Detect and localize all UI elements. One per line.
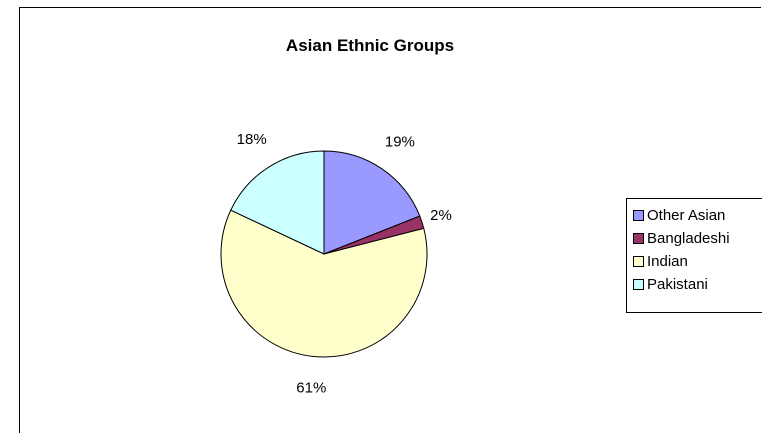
data-label-pakistani: 18%: [237, 131, 267, 148]
data-label-other-asian: 19%: [385, 133, 415, 150]
pie-slice-indian: [220, 209, 428, 358]
legend-label-bangladeshi: Bangladeshi: [647, 230, 730, 247]
legend-label-other-asian: Other Asian: [647, 207, 726, 224]
pie-slice-pakistani: [230, 150, 325, 255]
legend-swatch-pakistani: [633, 279, 644, 290]
legend-swatch-indian: [633, 256, 644, 267]
data-label-bangladeshi: 2%: [430, 207, 452, 224]
pie-data-labels: 19% 2% 61% 18%: [237, 131, 452, 396]
legend-item-bangladeshi: Bangladeshi: [633, 227, 762, 250]
pie-slice-other-asian: [323, 150, 421, 255]
legend-label-pakistani: Pakistani: [647, 276, 708, 293]
chart-legend: Other Asian Bangladeshi Indian Pakistani: [626, 198, 762, 313]
legend-item-indian: Indian: [633, 250, 762, 273]
legend-label-indian: Indian: [647, 253, 688, 270]
pie-slices: [220, 150, 428, 358]
legend-item-other-asian: Other Asian: [633, 204, 762, 227]
data-label-indian: 61%: [296, 379, 326, 396]
legend-swatch-other-asian: [633, 210, 644, 221]
legend-swatch-bangladeshi: [633, 233, 644, 244]
legend-item-pakistani: Pakistani: [633, 273, 762, 296]
chart-title: Asian Ethnic Groups: [285, 36, 455, 55]
